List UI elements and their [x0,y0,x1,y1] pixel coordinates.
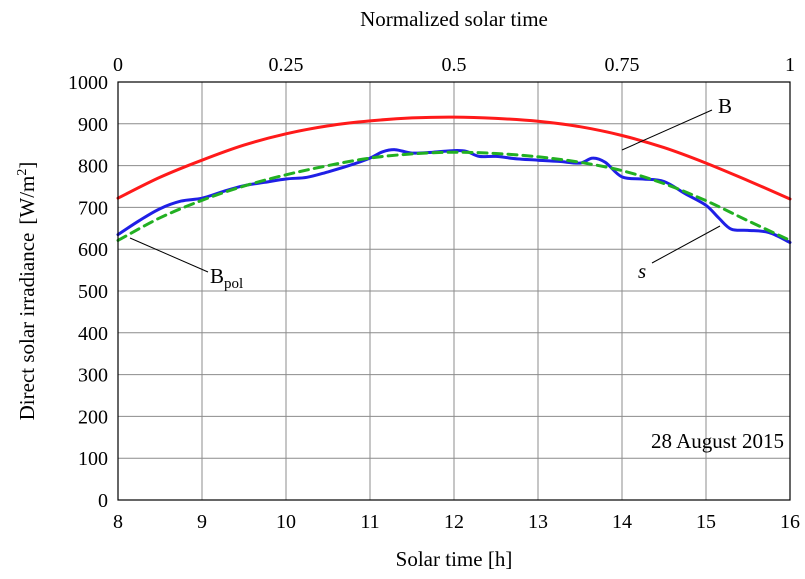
x-tick-label: 10 [276,511,296,533]
x-tick-label: 16 [780,511,800,533]
top-tick-label: 0 [113,54,123,76]
top-tick-label: 0.25 [269,54,304,76]
y-axis-title-unit: [W/m [15,176,39,225]
date-annotation: 28 August 2015 [651,429,784,453]
plot-frame [117,81,791,501]
top-tick-label: 0.5 [442,54,467,76]
top-axis-title: Normalized solar time [360,7,548,31]
y-tick-label: 700 [78,197,108,219]
leader-line-b [621,109,713,151]
x-tick-label: 11 [360,511,379,533]
annotations: B Bpol s 28 August 2015 [129,94,784,453]
leader-line-bpol [129,237,209,273]
x-tick-label: 8 [113,511,123,533]
y-axis-title-main: Direct solar irradiance [15,233,39,421]
y-axis-title-close: ] [15,162,39,169]
y-tick-label: 0 [98,490,108,512]
y-tick-label: 800 [78,156,108,178]
x-tick-label: 12 [444,511,464,533]
y-tick-label: 500 [78,281,108,303]
label-bpol-main: B [210,264,224,288]
y-axis-title-sup: 2 [15,169,30,176]
top-tick-label: 1 [785,54,795,76]
y-tick-label: 300 [78,365,108,387]
label-bpol-sub: pol [224,276,243,292]
y-tick-label: 1000 [68,72,108,94]
leader-line-s [651,225,721,264]
x-tick-label: 9 [197,511,207,533]
tick-labels: 8 9 10 11 12 13 14 15 16010020030040050060070080… [68,54,800,533]
label-s: s [638,259,646,283]
y-tick-label: 600 [78,239,108,261]
top-tick-label: 0.75 [605,54,640,76]
series [116,115,792,244]
label-b: B [718,94,732,118]
label-bpol: Bpol [210,264,243,292]
y-tick-label: 400 [78,323,108,345]
x-tick-label: 13 [528,511,548,533]
y-axis-title: Direct solar irradiance [W/m2] [15,162,39,421]
x-axis-title: Solar time [h] [396,547,513,571]
y-tick-label: 900 [78,114,108,136]
y-tick-label: 100 [78,448,108,470]
x-tick-label: 14 [612,511,632,533]
x-tick-label: 15 [696,511,716,533]
y-tick-label: 200 [78,406,108,428]
series-line-b [116,115,792,201]
series-line-bpol [116,150,792,242]
